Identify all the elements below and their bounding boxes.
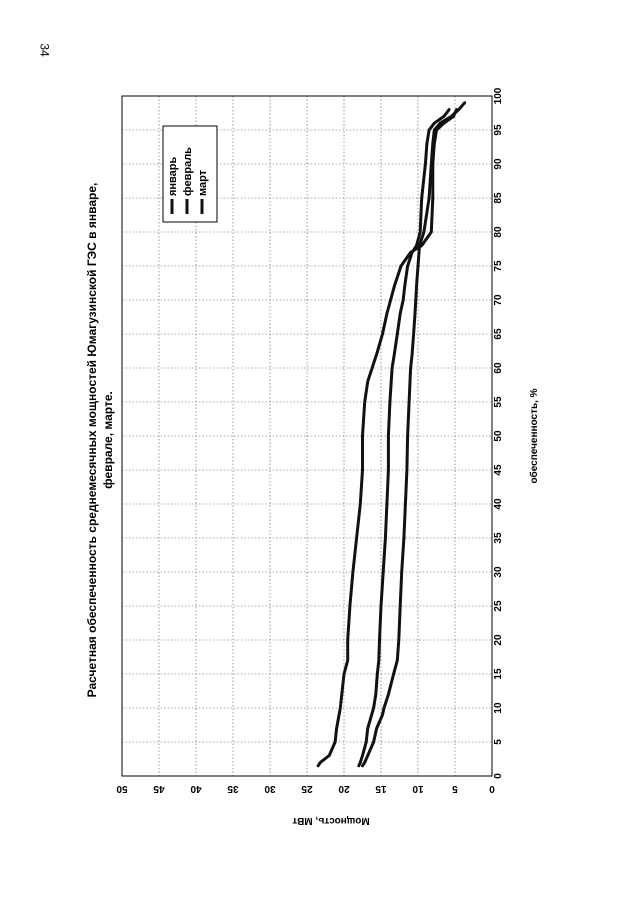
y-tick-label: 35 [227,783,239,794]
legend-label-feb: февраль [182,147,194,196]
y-tick-label: 5 [452,783,458,794]
y-tick-label: 25 [301,783,313,794]
chart-title-line1: Расчетная обеспеченность среднемесячных … [85,183,99,698]
x-tick-label: 60 [493,362,504,374]
x-tick-label: 15 [493,668,504,680]
x-tick-label: 10 [493,702,504,714]
x-tick-label: 50 [493,430,504,442]
y-tick-label: 0 [489,783,495,794]
y-tick-label: 20 [338,783,350,794]
y-tick-label: 40 [190,783,202,794]
y-tick-label: 10 [412,783,424,794]
y-tick-label: 30 [264,783,276,794]
legend-label-jan: январь [167,156,179,196]
x-tick-label: 25 [493,600,504,612]
series-layer [316,101,467,768]
x-tick-label: 40 [493,498,504,510]
x-tick-label: 85 [493,192,504,204]
y-tick-label: 45 [153,783,165,794]
x-tick-label: 95 [493,124,504,136]
legend: январь февраль март [162,125,218,223]
x-tick-label: 100 [493,87,504,104]
x-tick-label: 65 [493,328,504,340]
x-tick-labels: 0 5 10 15 20 25 30 35 40 45 50 55 60 65 70 75 80 85 90 95 10… [493,87,504,779]
plot-frame [121,95,493,777]
x-tick-label: 0 [493,773,504,779]
x-tick-label: 5 [493,739,504,745]
y-tick-label: 15 [375,783,387,794]
y-tick-label: 50 [116,783,128,794]
x-tick-label: 20 [493,634,504,646]
x-tick-label: 55 [493,396,504,408]
chart-title-line2: феврале, марте. [101,391,115,489]
series-january-line [316,108,458,768]
x-tick-label: 35 [493,532,504,544]
y-tick-labels: 0 5 10 15 20 25 30 35 40 45 50 [116,783,495,794]
x-tick-label: 90 [493,158,504,170]
x-axis-title: обеспеченность, % [528,388,540,483]
x-tick-label: 70 [493,294,504,306]
y-axis-title: Мощность, МВт [292,815,369,826]
legend-label-mar: март [197,169,209,196]
x-tick-label: 75 [493,260,504,272]
x-tick-label: 45 [493,464,504,476]
x-tick-label: 80 [493,226,504,238]
series-march-line [361,101,467,768]
series-february-line [357,108,451,768]
x-tick-label: 30 [493,566,504,578]
